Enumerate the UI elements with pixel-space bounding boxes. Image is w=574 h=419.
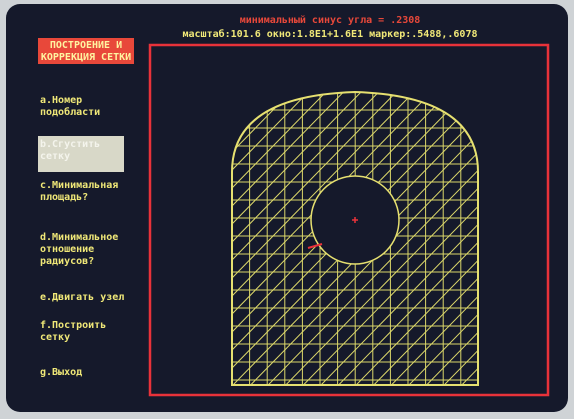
mesh-edge (354, 92, 478, 385)
menu-item[interactable]: сетку (40, 332, 70, 343)
mesh-edge (232, 92, 374, 385)
node-marker (307, 243, 323, 249)
menu-item[interactable]: сетку (40, 151, 70, 162)
menu-item[interactable]: g.Выход (40, 367, 82, 378)
menu-title: ПОСТРОЕНИЕ И (50, 40, 122, 51)
mesh-edge (284, 92, 478, 385)
menu-title-box (38, 38, 134, 64)
status-line: минимальный синус угла = .2308 (240, 14, 421, 26)
menu-item[interactable]: подобласти (40, 106, 100, 118)
mesh-edge (232, 92, 462, 385)
mesh-edge (337, 92, 478, 385)
mesh-edge (390, 92, 478, 385)
mesh-edge (232, 92, 304, 385)
menu-item[interactable]: c.Минимальная (40, 180, 118, 191)
mesh-outline (231, 90, 479, 386)
coords-line: масштаб:101.6 окно:1.8Е1+1.6Е1 маркер:.5… (182, 28, 477, 40)
mesh-edge (319, 92, 478, 385)
menu-item[interactable]: отношение (40, 244, 94, 255)
mesh-edge (372, 92, 478, 385)
center-mark (352, 217, 358, 223)
mesh-edge (249, 92, 478, 385)
mesh-edge (232, 92, 392, 385)
mesh-edge (425, 92, 478, 385)
hole-outline (310, 175, 400, 265)
menu-item[interactable]: e.Двигать узел (40, 292, 124, 303)
mesh-edge (232, 92, 357, 385)
mesh-edge (232, 92, 322, 385)
menu-item[interactable]: f.Построить (40, 320, 106, 331)
menu-item[interactable]: площадь? (40, 192, 88, 203)
view-frame (148, 43, 550, 397)
menu-item[interactable]: d.Минимальное (40, 232, 118, 243)
menu-item[interactable]: b.Сгустить (40, 139, 100, 150)
crt (6, 4, 568, 412)
mesh-edge (232, 92, 427, 385)
mesh-edge (232, 92, 410, 385)
menu-item[interactable]: a.Номер (40, 95, 82, 106)
menu-item[interactable]: радиусов? (40, 256, 94, 267)
mesh-edge (266, 92, 478, 385)
mesh-edge (232, 92, 445, 385)
mesh-edge (302, 92, 478, 385)
menu-highlight (38, 136, 124, 172)
mesh-edge (407, 92, 478, 385)
mesh-edge (232, 92, 339, 385)
menu-title: КОРРЕКЦИЯ СЕТКИ (41, 52, 131, 63)
